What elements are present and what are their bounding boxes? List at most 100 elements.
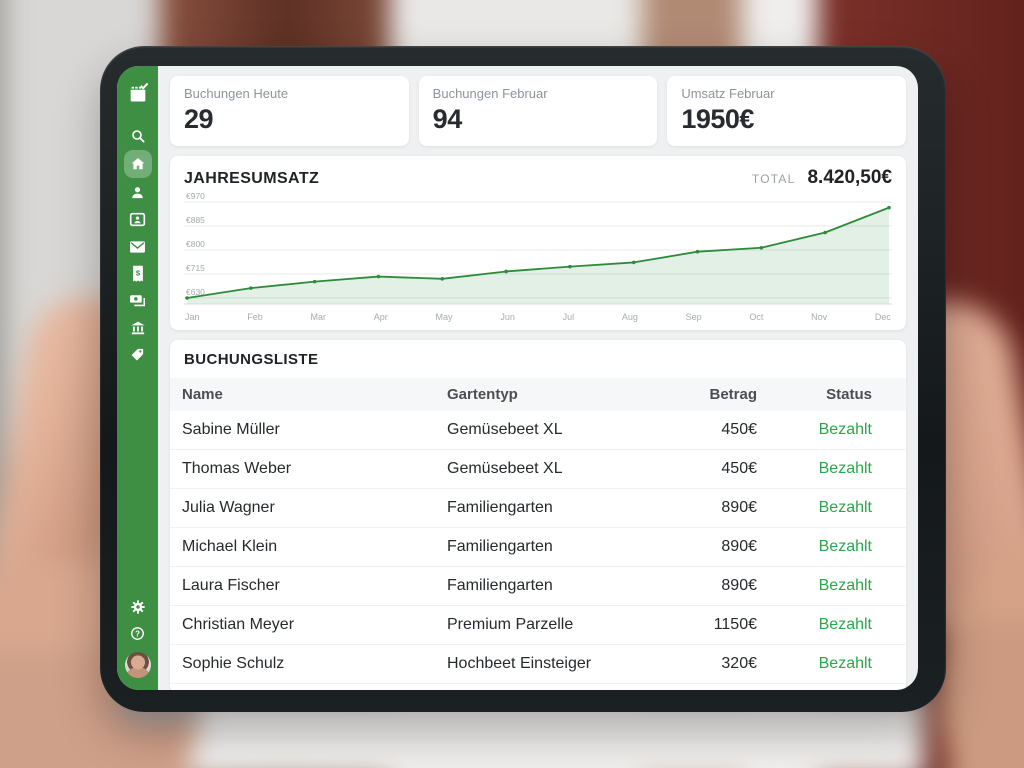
column-header-name: Name xyxy=(182,386,223,403)
total-label: TOTAL xyxy=(751,172,796,186)
table-row[interactable]: Thomas Weber Gemüsebeet XL 450€ Bezahlt xyxy=(170,450,906,489)
sidebar-item-tags[interactable] xyxy=(124,341,152,368)
svg-text:€970: €970 xyxy=(186,192,205,201)
svg-text:€630: €630 xyxy=(186,287,205,297)
receipt-icon: $ xyxy=(132,265,143,282)
svg-text:€885: €885 xyxy=(186,215,205,225)
app-screen: $ xyxy=(117,66,918,690)
tag-icon xyxy=(131,348,144,361)
revenue-chart: €630 €715 €800 €885 €970 xyxy=(184,192,892,310)
cell-betrag: 890€ xyxy=(721,577,757,594)
stat-label: Buchungen Februar xyxy=(432,86,548,101)
sidebar-item-home[interactable] xyxy=(123,150,152,178)
cell-betrag: 890€ xyxy=(721,499,757,516)
gear-icon xyxy=(130,599,145,614)
right-wrist xyxy=(948,620,1024,768)
chart-total: TOTAL 8.420,50€ xyxy=(752,167,892,189)
cell-betrag: 1150€ xyxy=(713,616,757,633)
revenue-line-chart: €630 €715 €800 €885 €970 xyxy=(184,192,892,305)
sidebar-item-contacts[interactable] xyxy=(124,206,152,233)
cell-status status-badge: Bezahlt xyxy=(818,655,872,672)
column-header-betrag: Betrag xyxy=(709,386,757,403)
cell-gartentyp: Hochbeet Einsteiger xyxy=(447,655,592,672)
cell-status status-badge: Bezahlt xyxy=(818,421,872,438)
user-avatar[interactable] xyxy=(124,652,151,678)
table-title: BUCHUNGSLISTE xyxy=(184,351,319,368)
svg-text:€800: €800 xyxy=(186,239,205,249)
svg-text:€715: €715 xyxy=(186,263,205,273)
cell-status status-badge: Bezahlt xyxy=(818,616,872,633)
cell-name: Sophie Schulz xyxy=(182,655,285,672)
stat-card-revenue-month: Umsatz Februar 1950€ xyxy=(667,76,907,146)
sidebar-item-help[interactable]: ? xyxy=(124,620,152,647)
stat-value: 29 xyxy=(184,104,214,134)
x-tick-label: Dec xyxy=(874,312,891,322)
table-row[interactable]: Christian Meyer Premium Parzelle 1150€ B… xyxy=(170,606,906,645)
sidebar-item-profile[interactable] xyxy=(124,179,152,206)
cell-gartentyp: Gemüsebeet XL xyxy=(447,421,563,438)
x-tick-label: Jul xyxy=(562,312,575,322)
cell-name: Julia Wagner xyxy=(182,499,275,516)
cell-betrag: 450€ xyxy=(721,460,757,477)
sidebar-item-invoices[interactable]: $ xyxy=(124,260,152,287)
cell-status status-badge: Bezahlt xyxy=(818,499,872,516)
cell-gartentyp: Familiengarten xyxy=(447,499,553,516)
cell-name: Sabine Müller xyxy=(182,421,280,438)
svg-text:$: $ xyxy=(135,268,140,277)
booking-list-card: BUCHUNGSLISTE Name Gartentyp Betrag Stat… xyxy=(170,340,906,690)
bank-icon xyxy=(130,321,145,334)
cell-gartentyp: Premium Parzelle xyxy=(447,616,574,633)
x-tick-label: Sep xyxy=(685,312,702,322)
chart-header: JAHRESUMSATZ TOTAL 8.420,50€ xyxy=(184,167,892,189)
x-tick-label: Nov xyxy=(811,312,828,322)
sidebar-item-settings[interactable] xyxy=(124,593,152,620)
chart-title: JAHRESUMSATZ xyxy=(184,170,320,187)
stats-row: Buchungen Heute 29 Buchungen Februar 94 … xyxy=(170,76,907,146)
stat-card-bookings-month: Buchungen Februar 94 xyxy=(418,76,658,146)
sidebar-item-bank[interactable] xyxy=(124,314,152,341)
x-tick-label: Apr xyxy=(373,312,388,322)
table-row[interactable]: Sabine Müller Gemüsebeet XL 450€ Bezahlt xyxy=(170,411,906,450)
search-icon xyxy=(131,129,145,143)
sidebar-item-logo[interactable] xyxy=(124,80,152,106)
cell-betrag: 320€ xyxy=(721,655,757,672)
stat-label: Umsatz Februar xyxy=(681,86,775,101)
x-tick-label: Oct xyxy=(749,312,764,322)
cell-gartentyp: Familiengarten xyxy=(447,577,553,594)
column-header-status: Status xyxy=(826,386,872,403)
cell-gartentyp: Familiengarten xyxy=(447,538,553,555)
stat-value: 1950€ xyxy=(681,104,754,134)
x-tick-label: Feb xyxy=(247,312,263,322)
table-row[interactable]: Sophie Schulz Hochbeet Einsteiger 320€ B… xyxy=(170,645,906,684)
cell-gartentyp: Gemüsebeet XL xyxy=(447,460,563,477)
contact-card-icon xyxy=(129,212,146,227)
table-row[interactable]: Michael Klein Familiengarten 890€ Bezahl… xyxy=(170,528,906,567)
cell-name: Michael Klein xyxy=(182,538,278,555)
cell-status status-badge: Bezahlt xyxy=(818,538,872,555)
chart-x-axis: Jan Feb Mar Apr May Jun Jul Aug Sep Oct Nov Dec xyxy=(184,310,892,325)
table-row[interactable]: Laura Fischer Familiengarten 890€ Bezahl… xyxy=(170,567,906,606)
column-header-gartentyp: Gartentyp xyxy=(447,386,518,403)
cell-status status-badge: Bezahlt xyxy=(818,577,872,594)
sidebar-item-mail[interactable] xyxy=(124,233,152,260)
table-row[interactable]: Julia Wagner Familiengarten 890€ Bezahlt xyxy=(170,489,906,528)
svg-text:?: ? xyxy=(135,629,140,638)
sidebar: $ xyxy=(117,66,158,690)
person-icon xyxy=(132,187,143,199)
clipboard-check-icon xyxy=(130,82,148,102)
mail-icon xyxy=(130,240,145,253)
table-header-row: Name Gartentyp Betrag Status xyxy=(170,378,906,411)
sidebar-item-search[interactable] xyxy=(124,122,152,149)
sidebar-item-payments[interactable] xyxy=(124,287,152,314)
cell-name: Christian Meyer xyxy=(182,616,295,633)
home-icon xyxy=(131,158,144,170)
x-tick-label: May xyxy=(435,312,453,322)
x-tick-label: Jan xyxy=(185,312,200,322)
cell-betrag: 450€ xyxy=(721,421,757,438)
total-value: 8.420,50€ xyxy=(807,167,892,188)
x-tick-label: Mar xyxy=(310,312,327,322)
tablet-frame: $ xyxy=(100,46,946,712)
stat-label: Buchungen Heute xyxy=(184,86,289,101)
cell-status status-badge: Bezahlt xyxy=(818,460,872,477)
